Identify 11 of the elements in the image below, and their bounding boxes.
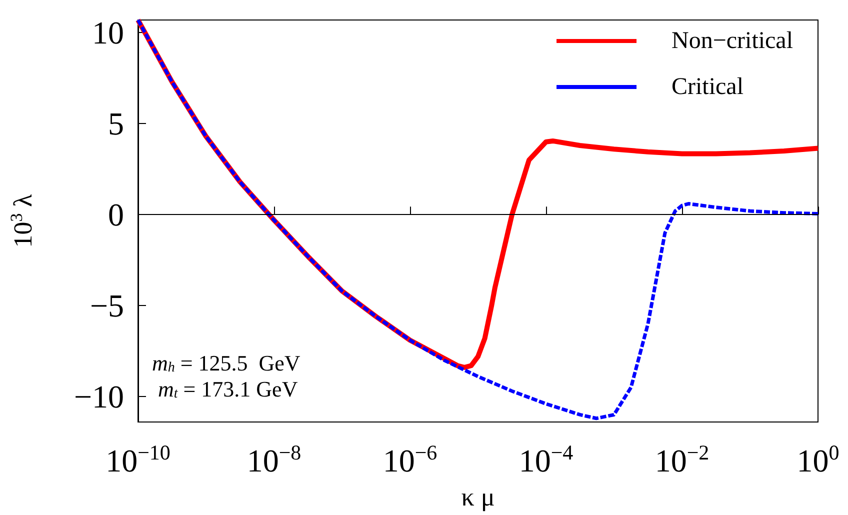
x-axis-title: κ μ (461, 482, 495, 512)
annotation: mt = 173.1 GeV (158, 376, 298, 402)
y-tick-label: −10 (74, 378, 124, 415)
y-tick-label: 10 (92, 14, 124, 51)
legend-label: Critical (672, 74, 744, 100)
legend-label: Non−critical (672, 28, 794, 54)
annotation: mh = 125.5 GeV (152, 350, 300, 376)
y-tick-label: −5 (90, 288, 124, 324)
y-tick-label: 5 (108, 106, 124, 142)
y-axis-title: 103 λ (7, 194, 38, 248)
y-tick-label: 0 (108, 196, 124, 233)
